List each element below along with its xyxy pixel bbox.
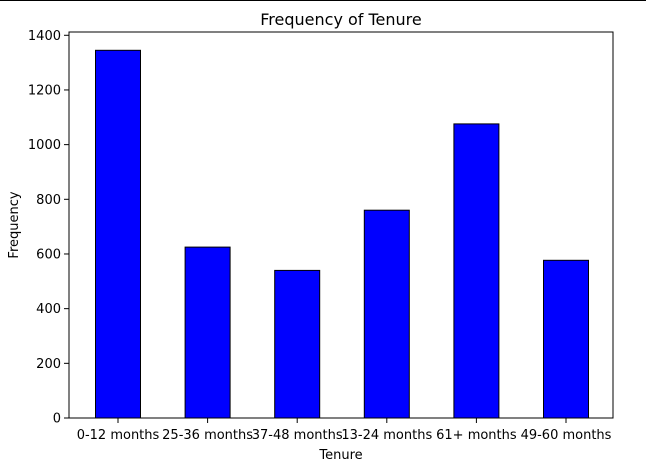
y-tick-label-6: 1200 [28,83,61,98]
chart-title: Frequency of Tenure [260,10,422,29]
y-tick-label-2: 400 [36,302,61,317]
x-tick-label-5: 49-60 months [521,428,612,443]
bar-5 [543,259,589,419]
x-axis-label: Tenure [318,448,362,463]
bar-4 [453,123,500,419]
x-tick-label-1: 25-36 months [162,428,253,443]
x-tick-label-2: 37-48 months [252,428,343,443]
bars-group [95,49,589,419]
bar-3 [363,209,410,419]
y-axis: 0 200 400 600 800 1000 1200 1400 [28,29,69,427]
bar-0 [95,49,141,419]
y-tick-label-5: 1000 [28,138,61,153]
y-tick-label-3: 600 [36,247,61,262]
bar-1 [184,246,231,419]
x-tick-label-0: 0-12 months [77,428,160,443]
y-tick-label-7: 1400 [28,29,61,44]
y-tick-label-1: 200 [36,357,61,372]
y-tick-label-4: 800 [36,193,61,208]
x-tick-label-4: 61+ months [436,428,517,443]
plot-frame [68,31,614,419]
y-tick-label-0: 0 [53,412,61,427]
bar-2 [274,269,321,419]
x-tick-label-3: 13-24 months [341,428,432,443]
y-axis-label: Frequency [7,191,22,258]
top-border-line [0,0,646,1]
